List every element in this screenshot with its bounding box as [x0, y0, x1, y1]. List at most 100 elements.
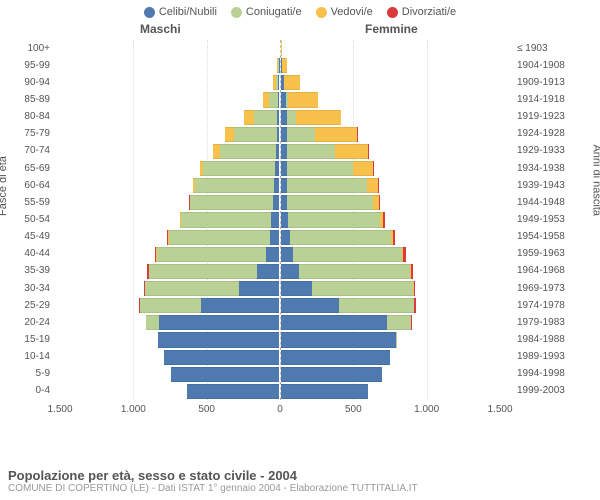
x-tick-label: 1.500 — [47, 404, 72, 415]
segment-vedovi — [282, 58, 287, 73]
bar-male — [180, 212, 280, 227]
chart-container: Celibi/NubiliConiugati/eVedovi/eDivorzia… — [0, 0, 600, 500]
segment-celibi — [273, 195, 279, 210]
x-tick-label: 500 — [345, 404, 362, 415]
birth-label: 1939-1943 — [517, 181, 565, 191]
segment-coniugati — [140, 298, 201, 313]
age-label: 100+ — [27, 44, 50, 54]
segment-coniugati — [181, 212, 271, 227]
segment-coniugati — [293, 247, 402, 262]
segment-celibi — [281, 332, 396, 347]
bar-male — [158, 332, 280, 347]
segment-celibi — [278, 75, 279, 90]
bar-male — [147, 264, 280, 279]
header-female: Femmine — [365, 22, 418, 36]
birth-label: 1994-1998 — [517, 369, 565, 379]
segment-coniugati — [287, 127, 314, 142]
age-label: 65-69 — [24, 164, 50, 174]
age-label: 95-99 — [24, 61, 50, 71]
segment-celibi — [281, 298, 339, 313]
bar-male — [144, 281, 280, 296]
segment-divorziati — [403, 247, 405, 262]
pyramid-row — [60, 91, 500, 108]
pyramid-row — [60, 160, 500, 177]
age-label: 5-9 — [36, 369, 50, 379]
birth-label: 1934-1938 — [517, 164, 565, 174]
age-label: 75-79 — [24, 129, 50, 139]
pyramid-row — [60, 143, 500, 160]
bar-female — [280, 247, 406, 262]
bar-male — [187, 384, 280, 399]
legend-item: Divorziati/e — [387, 6, 456, 18]
segment-coniugati — [203, 161, 275, 176]
segment-coniugati — [287, 144, 335, 159]
age-label: 45-49 — [24, 232, 50, 242]
bar-female — [280, 161, 374, 176]
bar-female — [280, 384, 368, 399]
segment-coniugati — [396, 332, 397, 347]
age-label: 30-34 — [24, 284, 50, 294]
bar-male — [167, 230, 280, 245]
segment-divorziati — [368, 144, 369, 159]
segment-coniugati — [190, 195, 272, 210]
segment-coniugati — [339, 298, 414, 313]
x-tick-label: 1.500 — [487, 404, 512, 415]
birth-label: 1949-1953 — [517, 215, 565, 225]
segment-celibi — [281, 212, 288, 227]
age-label: 15-19 — [24, 335, 50, 345]
segment-vedovi — [244, 110, 254, 125]
bar-female — [280, 41, 282, 56]
bar-female — [280, 212, 385, 227]
header-male: Maschi — [140, 22, 181, 36]
segment-celibi — [275, 161, 279, 176]
segment-celibi — [257, 264, 279, 279]
segment-vedovi — [296, 110, 342, 125]
bar-male — [273, 75, 280, 90]
birth-label: 1979-1983 — [517, 318, 565, 328]
segment-divorziati — [383, 212, 385, 227]
plot — [60, 40, 500, 400]
segment-vedovi — [284, 75, 300, 90]
legend-swatch — [387, 7, 398, 18]
segment-coniugati — [234, 127, 276, 142]
footer-title: Popolazione per età, sesso e stato civil… — [8, 468, 418, 483]
segment-coniugati — [220, 144, 277, 159]
bar-female — [280, 230, 395, 245]
segment-celibi — [266, 247, 279, 262]
segment-vedovi — [353, 161, 372, 176]
segment-celibi — [281, 315, 387, 330]
pyramid-row — [60, 349, 500, 366]
bar-female — [280, 58, 287, 73]
legend-label: Vedovi/e — [331, 6, 373, 18]
birth-label: 1929-1933 — [517, 146, 565, 156]
segment-celibi — [158, 332, 279, 347]
bar-male — [193, 178, 280, 193]
age-label: 35-39 — [24, 266, 50, 276]
segment-coniugati — [287, 178, 367, 193]
x-tick-label: 1.000 — [121, 404, 146, 415]
age-label: 0-4 — [36, 386, 50, 396]
segment-vedovi — [335, 144, 368, 159]
segment-celibi — [164, 350, 279, 365]
legend-item: Coniugati/e — [231, 6, 302, 18]
bar-male — [139, 298, 280, 313]
segment-celibi — [239, 281, 279, 296]
segment-celibi — [201, 298, 279, 313]
bar-female — [280, 350, 390, 365]
x-tick-label: 0 — [277, 404, 283, 415]
segment-divorziati — [414, 298, 415, 313]
segment-vedovi — [315, 127, 357, 142]
pyramid-row — [60, 366, 500, 383]
segment-vedovi — [225, 127, 234, 142]
segment-vedovi — [367, 178, 378, 193]
pyramid-row — [60, 40, 500, 57]
segment-coniugati — [146, 315, 159, 330]
pyramid-row — [60, 331, 500, 348]
segment-divorziati — [393, 230, 395, 245]
segment-coniugati — [269, 92, 278, 107]
segment-celibi — [171, 367, 279, 382]
segment-celibi — [277, 127, 279, 142]
segment-coniugati — [169, 230, 270, 245]
birth-label: 1944-1948 — [517, 198, 565, 208]
segment-divorziati — [357, 127, 358, 142]
